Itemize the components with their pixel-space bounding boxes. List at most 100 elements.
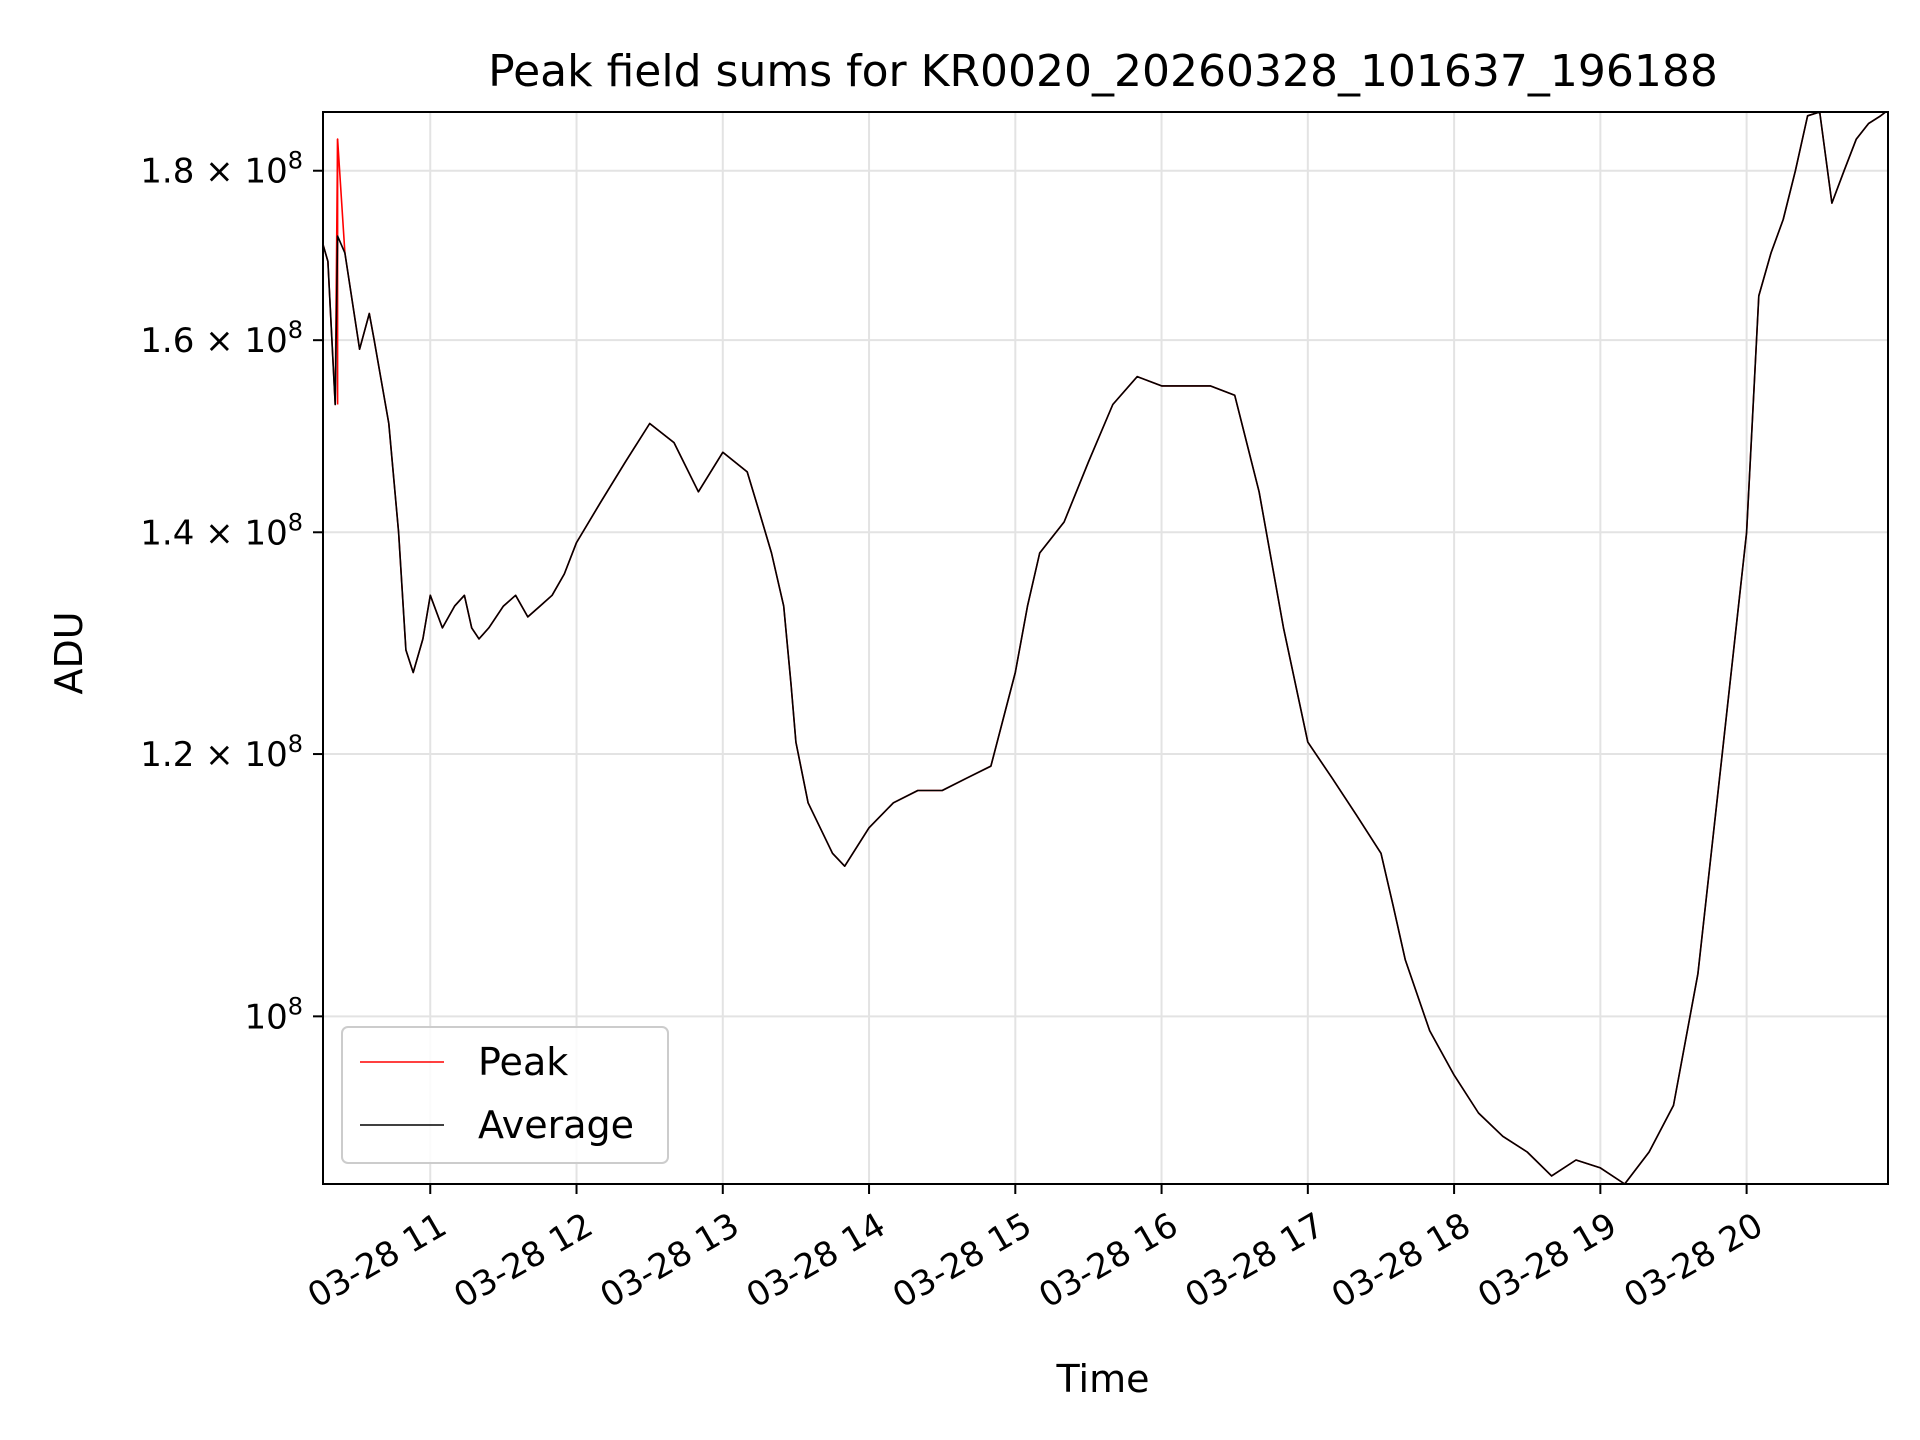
series-layer xyxy=(322,111,1887,1185)
data-point-average xyxy=(1478,1112,1480,1114)
data-point-average xyxy=(1112,404,1114,406)
data-point-average xyxy=(1721,753,1723,755)
data-point-average xyxy=(783,605,785,607)
data-point-average xyxy=(600,501,602,503)
data-point-average xyxy=(337,235,339,237)
y-tick-label: 1.2 × 108 xyxy=(140,730,303,775)
data-point-average xyxy=(1831,202,1833,204)
data-point-average xyxy=(471,627,473,629)
data-point-average xyxy=(1185,385,1187,387)
data-point-average xyxy=(1380,853,1382,855)
data-point-average xyxy=(893,802,895,804)
data-point-average xyxy=(1758,295,1760,297)
data-point-average xyxy=(327,261,329,263)
data-point-average xyxy=(722,452,724,454)
data-point-average xyxy=(649,423,651,425)
data-point-average xyxy=(551,595,553,597)
grid xyxy=(323,112,1888,1184)
data-point-average xyxy=(412,672,414,674)
data-point-average xyxy=(1551,1175,1553,1177)
data-point-average xyxy=(990,765,992,767)
data-point-average xyxy=(422,638,424,640)
data-point-average xyxy=(369,313,371,315)
data-point-average xyxy=(795,741,797,743)
y-tick-label: 108 xyxy=(244,992,303,1037)
data-point-average xyxy=(1210,385,1212,387)
data-point-average xyxy=(625,461,627,463)
data-point-average xyxy=(430,595,432,597)
data-point-average xyxy=(1161,385,1163,387)
data-point-average xyxy=(1039,552,1041,554)
series-line-average xyxy=(322,111,1887,1185)
data-point-average xyxy=(966,777,968,779)
data-point-average xyxy=(1600,1167,1602,1169)
data-point-average xyxy=(1392,905,1394,907)
legend: Peak Average xyxy=(341,1026,669,1164)
y-tick-label: 1.4 × 108 xyxy=(140,508,303,553)
data-point-average xyxy=(388,423,390,425)
data-point-average xyxy=(1331,777,1333,779)
data-point-average xyxy=(1697,973,1699,975)
y-tick-label: 1.8 × 108 xyxy=(140,147,303,192)
data-point-average xyxy=(844,865,846,867)
data-point-average xyxy=(1526,1151,1528,1153)
data-point-average xyxy=(334,404,336,406)
data-point-average xyxy=(1648,1151,1650,1153)
data-point-average xyxy=(1136,376,1138,378)
data-point-average xyxy=(1088,461,1090,463)
data-point-average xyxy=(1856,138,1858,140)
data-point-average xyxy=(759,511,761,513)
data-point-average xyxy=(1258,491,1260,493)
data-point-average xyxy=(1063,521,1065,523)
data-point-average xyxy=(790,683,792,685)
x-axis-label: Time xyxy=(1056,1357,1150,1401)
data-point-average xyxy=(1429,1030,1431,1032)
y-tick-label: 1.6 × 108 xyxy=(140,316,303,361)
data-point-average xyxy=(1868,123,1870,125)
data-point-average xyxy=(1880,115,1882,117)
legend-label-average: Average xyxy=(478,1103,634,1147)
chart-title: Peak field sums for KR0020_20260328_1016… xyxy=(488,46,1718,97)
data-point-average xyxy=(746,471,748,473)
data-point-average xyxy=(868,827,870,829)
data-point-average xyxy=(941,790,943,792)
data-point-average xyxy=(1015,672,1017,674)
data-point-average xyxy=(359,348,361,350)
data-point-average xyxy=(807,802,809,804)
data-point-average xyxy=(527,616,529,618)
data-point-average xyxy=(1782,219,1784,221)
data-point-average xyxy=(464,595,466,597)
data-point-average xyxy=(1027,605,1029,607)
data-point-average xyxy=(1807,115,1809,117)
data-point-average xyxy=(771,552,773,554)
data-point-average xyxy=(1356,815,1358,817)
data-point-average xyxy=(454,605,456,607)
data-point-average xyxy=(1307,741,1309,743)
data-point-average xyxy=(1502,1136,1504,1138)
data-point-average xyxy=(478,638,480,640)
data-point-average xyxy=(564,573,566,575)
legend-box xyxy=(341,1026,669,1164)
y-axis-label: ADU xyxy=(47,611,91,694)
data-point-average xyxy=(917,790,919,792)
data-point-average xyxy=(344,252,346,254)
data-point-average xyxy=(1770,252,1772,254)
data-point-average xyxy=(539,605,541,607)
data-point-average xyxy=(398,532,400,534)
data-point-average xyxy=(503,605,505,607)
data-point-average xyxy=(1234,394,1236,396)
plot-frame xyxy=(322,111,1889,1185)
data-point-average xyxy=(515,595,517,597)
data-point-average xyxy=(832,853,834,855)
data-point-average xyxy=(1746,532,1748,534)
data-point-average xyxy=(1843,170,1845,172)
data-point-average xyxy=(1283,627,1285,629)
data-point-average xyxy=(1795,170,1797,172)
data-point-average xyxy=(1453,1074,1455,1076)
data-point-average xyxy=(488,627,490,629)
data-point-average xyxy=(442,627,444,629)
data-point-average xyxy=(1673,1105,1675,1107)
data-point-average xyxy=(1405,959,1407,961)
